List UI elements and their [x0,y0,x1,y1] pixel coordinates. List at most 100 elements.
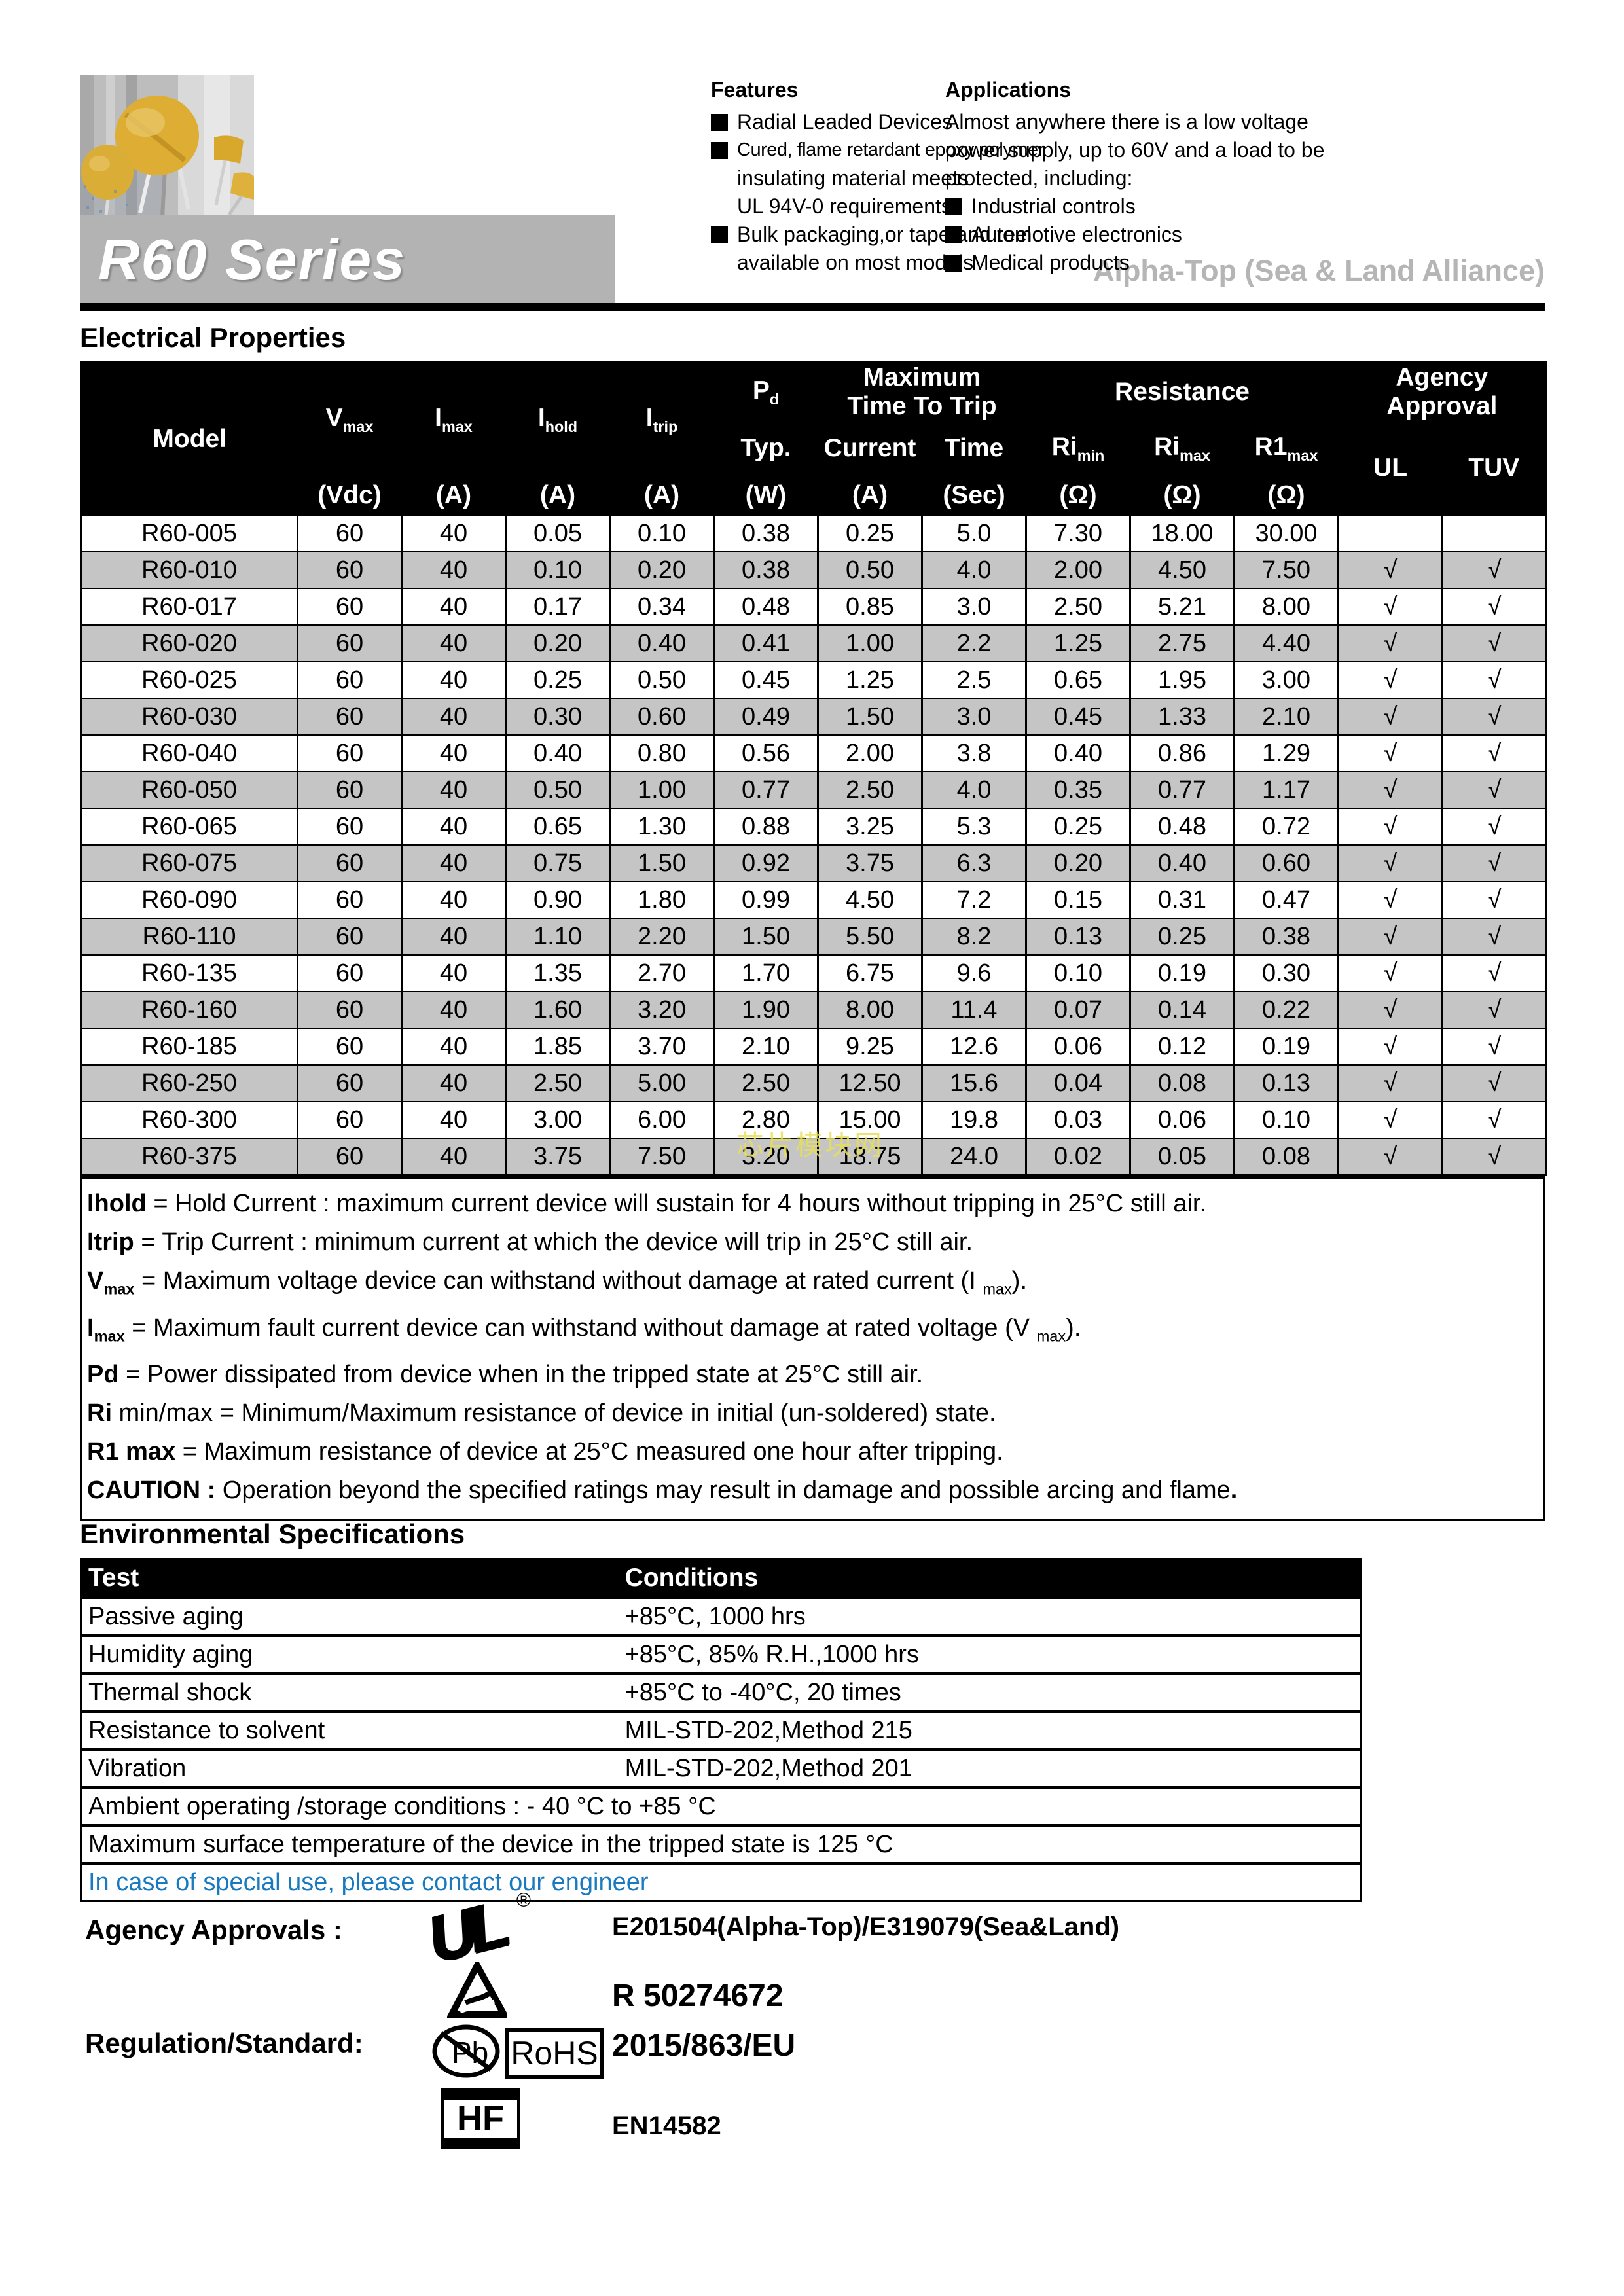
env-conditions-cell: +85°C, 1000 hrs [618,1596,1361,1636]
product-photo [80,75,254,216]
value-cell: 3.0 [921,698,1027,736]
value-cell: 2.20 [609,918,715,956]
approval-check-cell: √ [1441,881,1548,919]
series-banner: R60 Series [80,215,615,305]
value-cell: 0.77 [713,771,819,809]
value-cell: 60 [297,1101,403,1139]
value-cell: 0.48 [713,588,819,626]
value-cell: 40 [401,1064,507,1102]
footnote-line: Ri min/max = Minimum/Maximum resistance … [87,1399,996,1427]
model-cell: R60-375 [80,1138,298,1176]
value-cell: 40 [401,844,507,882]
electrical-table-header: Model Vmax Imax Ihold Itrip Pd Maximum Ti… [81,362,1547,515]
environmental-section: Environmental Specifications Test Condit… [80,1518,1362,1902]
value-cell: 5.21 [1129,588,1235,626]
value-cell: 4.50 [1129,551,1235,589]
approval-check-cell: √ [1337,551,1444,589]
value-cell: 9.25 [817,1028,923,1066]
value-cell: 1.00 [817,624,923,662]
value-cell: 0.48 [1129,808,1235,846]
value-cell: 0.56 [713,734,819,772]
unit-sec: (Sec) [922,476,1026,515]
value-cell: 2.50 [505,1064,611,1102]
unit-ohm: (Ω) [1026,476,1130,515]
table-row: R60-160 60 40 1.60 3.20 1.90 8.00 11.4 0.07 0.14 0… [80,991,1548,1029]
tuv-logo-icon [446,1958,510,2026]
value-cell: 0.49 [713,698,819,736]
value-cell: 60 [297,514,403,552]
value-cell: 0.47 [1233,881,1340,919]
features-list: Radial Leaded Devices Cured, flame retard… [711,108,1044,277]
value-cell: 1.25 [817,661,923,699]
value-cell: 0.40 [1025,734,1131,772]
value-cell: 1.35 [505,954,611,992]
unit-a: (A) [609,476,714,515]
applications-block: Applications Almost anywhere there is a … [945,76,1364,277]
approval-check-cell: √ [1337,991,1444,1029]
approval-check-cell: √ [1337,698,1444,736]
value-cell: 1.25 [1025,624,1131,662]
model-cell: R60-065 [80,808,298,846]
value-cell: 40 [401,588,507,626]
approval-check-cell: √ [1337,1064,1444,1102]
value-cell: 9.6 [921,954,1027,992]
value-cell: 2.10 [1233,698,1340,736]
table-row: Ambient operating /storage conditions : … [81,1786,1361,1825]
value-cell: 0.22 [1233,991,1340,1029]
value-cell: 40 [401,918,507,956]
value-cell: 2.50 [713,1064,819,1102]
value-cell: 60 [297,661,403,699]
value-cell: 18.75 [817,1138,923,1176]
value-cell: 0.90 [505,881,611,919]
pb-free-icon: Pb [431,2024,501,2082]
value-cell: 0.20 [505,624,611,662]
value-cell: 0.50 [817,551,923,589]
electrical-table: Model Vmax Imax Ihold Itrip Pd Maximum Ti… [80,361,1548,1176]
approval-check-cell: √ [1441,1064,1548,1102]
env-test-cell: Resistance to solvent [81,1710,619,1749]
col-tuv: TUV [1442,421,1547,515]
value-cell: 15.00 [817,1101,923,1139]
brand-name: Alpha-Top (Sea & Land Alliance) [1092,254,1545,287]
env-fullwidth-cell: Maximum surface temperature of the devic… [81,1824,1361,1863]
table-row: Maximum surface temperature of the devic… [81,1824,1361,1863]
value-cell: 0.25 [1129,918,1235,956]
value-cell: 2.2 [921,624,1027,662]
approval-check-cell: √ [1441,661,1548,699]
value-cell: 60 [297,624,403,662]
value-cell: 0.60 [609,698,715,736]
value-cell: 60 [297,1138,403,1176]
col-current: Current [818,421,922,476]
value-cell: 2.00 [1025,551,1131,589]
value-cell: 6.3 [921,844,1027,882]
env-conditions-cell: +85°C, 85% R.H.,1000 hrs [618,1634,1361,1674]
value-cell: 1.00 [609,771,715,809]
value-cell: 0.50 [609,661,715,699]
value-cell: 0.30 [505,698,611,736]
model-cell: R60-010 [80,551,298,589]
value-cell: 40 [401,624,507,662]
value-cell: 1.10 [505,918,611,956]
approval-check-cell: √ [1337,881,1444,919]
value-cell: 0.75 [505,844,611,882]
value-cell: 2.00 [817,734,923,772]
value-cell: 40 [401,698,507,736]
value-cell: 60 [297,808,403,846]
env-fullwidth-cell: In case of special use, please contact o… [81,1862,1361,1901]
value-cell: 0.19 [1233,1028,1340,1066]
model-cell: R60-050 [80,771,298,809]
value-cell: 0.80 [609,734,715,772]
table-row: R60-040 60 40 0.40 0.80 0.56 2.00 3.8 0.40 0.86 1.… [80,734,1548,772]
approval-check-cell: √ [1337,588,1444,626]
value-cell: 8.00 [817,991,923,1029]
value-cell: 2.80 [713,1101,819,1139]
list-item: Cured, flame retardant epoxy polymer insu… [711,136,1044,221]
model-cell: R60-075 [80,844,298,882]
value-cell: 0.25 [505,661,611,699]
value-cell: 0.40 [1129,844,1235,882]
value-cell: 0.20 [609,551,715,589]
table-row: R60-020 60 40 0.20 0.40 0.41 1.00 2.2 1.25 2.75 4.… [80,624,1548,662]
model-cell: R60-300 [80,1101,298,1139]
approval-check-cell: √ [1337,1028,1444,1066]
